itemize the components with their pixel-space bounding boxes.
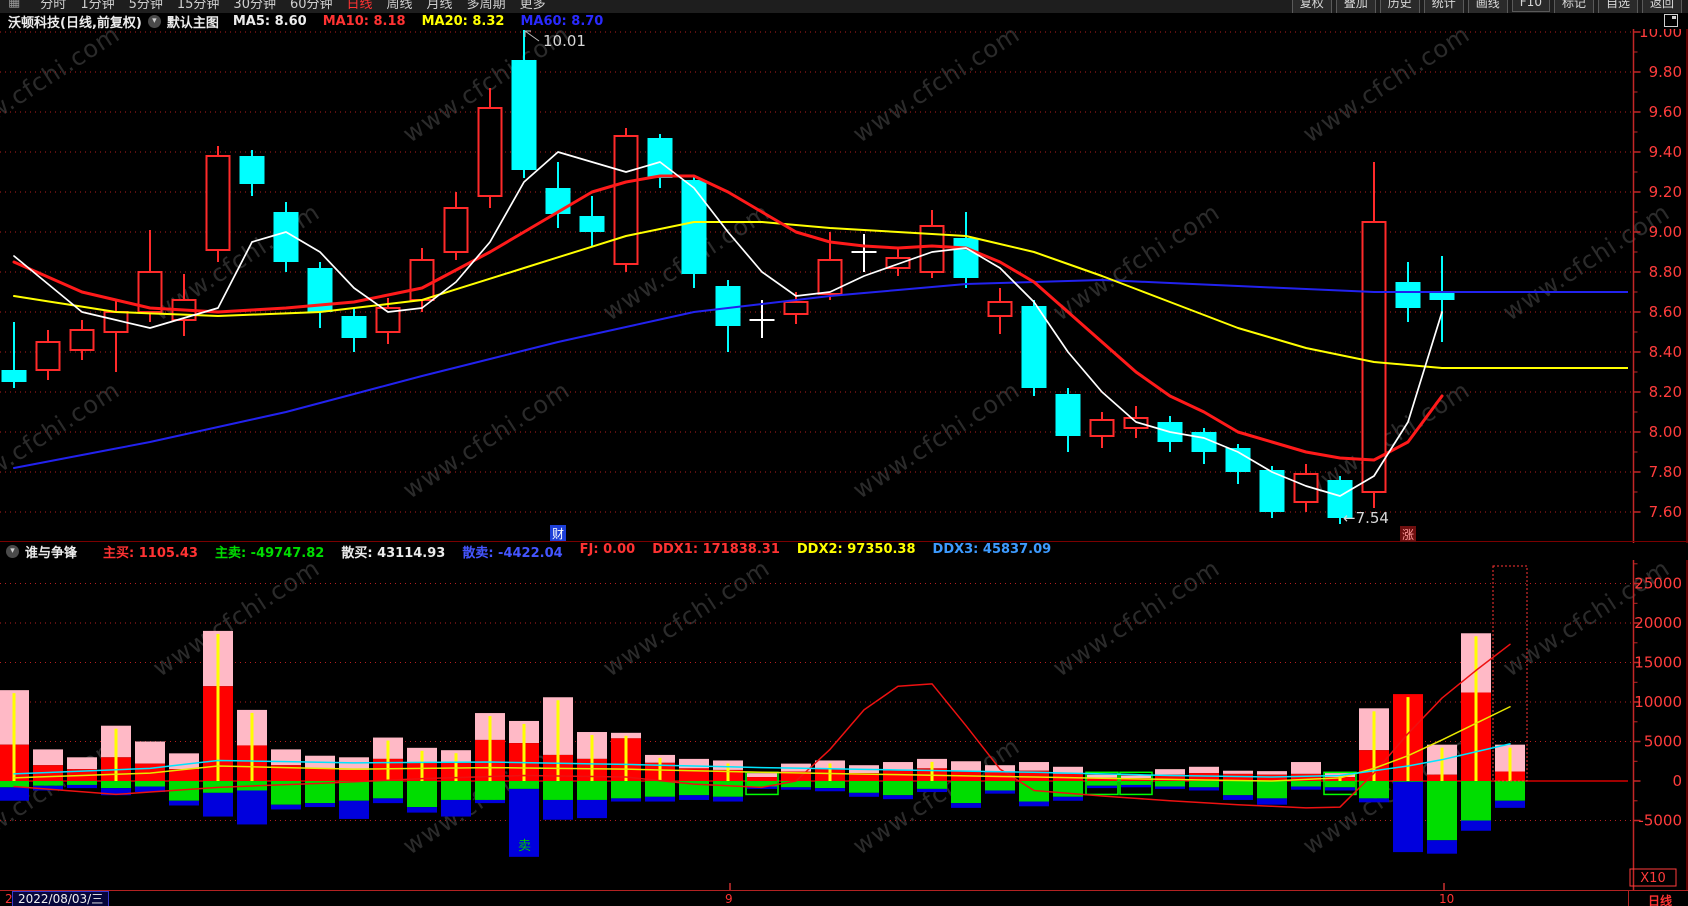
indicator-name[interactable]: 谁与争锋 [25, 546, 78, 561]
period-label: 日线 [1647, 894, 1672, 906]
ma-legend: MA5: 8.60 MA10: 8.18 MA20: 8.32 MA60: 8.70 [233, 14, 604, 29]
menu-item-30分钟[interactable]: 30分钟 [233, 0, 276, 12]
svg-text:5000: 5000 [1644, 733, 1682, 751]
top-menu-strip: ▦ 分时 1分钟 5分钟 15分钟 30分钟 60分钟 日线 周线 月线 多周期 更多 复权 叠加 历史… [0, 0, 1688, 14]
indicator-field-DDX2: DDX2: 97350.38 [796, 542, 916, 557]
cai-marker [550, 525, 566, 541]
chevron-down-icon[interactable]: ▾ [147, 14, 161, 28]
svg-text:财: 财 [552, 527, 564, 541]
svg-text:8.00: 8.00 [1649, 423, 1682, 441]
menu-item-月线[interactable]: 月线 [426, 0, 453, 12]
axis-leftover-label: 2 [5, 892, 13, 906]
indicator-field-DDX1: DDX1: 171838.31 [652, 542, 780, 557]
svg-text:7.80: 7.80 [1649, 463, 1682, 481]
indicator-field-散卖: 散卖: -4422.04 [462, 546, 563, 561]
svg-text:0: 0 [1672, 772, 1682, 790]
menu-item-1分钟[interactable]: 1分钟 [80, 0, 115, 12]
chevron-down-icon[interactable]: ▾ [6, 545, 19, 558]
indicator-header: ▾ 谁与争锋 主买: 1105.43 主卖: -49747.82 散买: 43114… [0, 542, 1688, 561]
menu-item-更多[interactable]: 更多 [519, 0, 546, 12]
ma-value-MA60: MA60: 8.70 [520, 13, 604, 29]
indicator-field-主卖: 主卖: -49747.82 [214, 546, 325, 561]
toolbar-button-F10[interactable]: F10 [1511, 0, 1550, 12]
ma-value-MA20: MA20: 8.32 [421, 13, 505, 29]
gridlines [0, 31, 1632, 821]
toolbar-button-历史[interactable]: 历史 [1379, 0, 1420, 13]
svg-text:7.60: 7.60 [1649, 503, 1682, 521]
svg-text:10000: 10000 [1634, 693, 1682, 711]
chart-title-row: 沃顿科技(日线,前复权) ▾ 默认主图 MA5: 8.60 MA10: 8.18 M… [0, 13, 1688, 31]
ma-value-MA10: MA10: 8.18 [322, 13, 406, 29]
toolbar-button-叠加[interactable]: 叠加 [1335, 0, 1376, 13]
menu-item-15分钟[interactable]: 15分钟 [176, 0, 220, 12]
toolbar-button-画线[interactable]: 画线 [1467, 0, 1508, 13]
svg-text:-5000: -5000 [1638, 812, 1682, 830]
grid-icon[interactable]: ▦ [8, 0, 21, 10]
toolbar-button-复权[interactable]: 复权 [1291, 0, 1332, 13]
toolbar-button-返回[interactable]: 返回 [1641, 0, 1682, 13]
zhang-marker [1400, 526, 1416, 542]
month-label-10: 10 [1439, 892, 1455, 906]
menu-item-60分钟[interactable]: 60分钟 [289, 0, 333, 12]
svg-text:8.20: 8.20 [1649, 383, 1682, 401]
menu-item-周线[interactable]: 周线 [386, 0, 413, 12]
svg-text:8.60: 8.60 [1649, 303, 1682, 321]
candlestick-series [1, 30, 1628, 524]
svg-text:8.80: 8.80 [1649, 263, 1682, 281]
high-annotation: 10.01 [543, 32, 586, 50]
svg-text:9.40: 9.40 [1649, 143, 1682, 161]
svg-text:涨: 涨 [1402, 527, 1414, 542]
toolbar-button-标记[interactable]: 标记 [1553, 0, 1594, 13]
menu-item-分时[interactable]: 分时 [40, 0, 67, 12]
toolbar-buttons: 复权 叠加 历史 统计 画线 F10 标记 自选 返回 [1291, 0, 1688, 13]
svg-text:20000: 20000 [1634, 614, 1682, 632]
menu-item-日线[interactable]: 日线 [346, 0, 373, 12]
indicator-field-散买: 散买: 43114.93 [341, 546, 446, 561]
svg-text:9.00: 9.00 [1649, 223, 1682, 241]
svg-text:8.40: 8.40 [1649, 343, 1682, 361]
date-box[interactable]: 2022/08/03/三 [12, 891, 110, 906]
svg-text:15000: 15000 [1634, 654, 1682, 672]
axis-divider [1628, 891, 1629, 906]
svg-text:9.60: 9.60 [1649, 103, 1682, 121]
menu-item-5分钟[interactable]: 5分钟 [128, 0, 163, 12]
svg-text:X10: X10 [1640, 871, 1665, 886]
bottom-bar: 2 2022/08/03/三 9 10 日线 [0, 890, 1688, 906]
indicator-field-DDX3: DDX3: 45837.09 [932, 542, 1052, 557]
indicator-field-主买: 主买: 1105.43 [103, 546, 198, 561]
indicator-fields: 主买: 1105.43 主卖: -49747.82 散买: 43114.93 散卖: … [103, 542, 1051, 561]
layout-label[interactable]: 默认主图 [166, 15, 219, 31]
toolbar-button-统计[interactable]: 统计 [1423, 0, 1464, 13]
stock-title: 沃顿科技(日线,前复权) [8, 15, 142, 31]
month-label-9: 9 [725, 892, 733, 906]
indicator-field-FJ: FJ: 0.00 [579, 542, 636, 557]
svg-text:25000: 25000 [1634, 575, 1682, 593]
sell-marker: 卖 [518, 839, 531, 854]
toolbar-button-自选[interactable]: 自选 [1597, 0, 1638, 13]
indicator-series: 卖 [0, 565, 1528, 857]
annotations: 10.01 ←7.54 财 涨 [524, 30, 1416, 542]
low-annotation: ←7.54 [1343, 509, 1389, 527]
panel-layout-icon[interactable] [1664, 14, 1678, 27]
period-menu: ▦ 分时 1分钟 5分钟 15分钟 30分钟 60分钟 日线 周线 月线 多周期 更多 [0, 0, 546, 12]
ma-value-MA5: MA5: 8.60 [232, 13, 307, 29]
svg-text:9.20: 9.20 [1649, 183, 1682, 201]
svg-text:9.80: 9.80 [1649, 63, 1682, 81]
menu-item-多周期[interactable]: 多周期 [466, 0, 506, 12]
